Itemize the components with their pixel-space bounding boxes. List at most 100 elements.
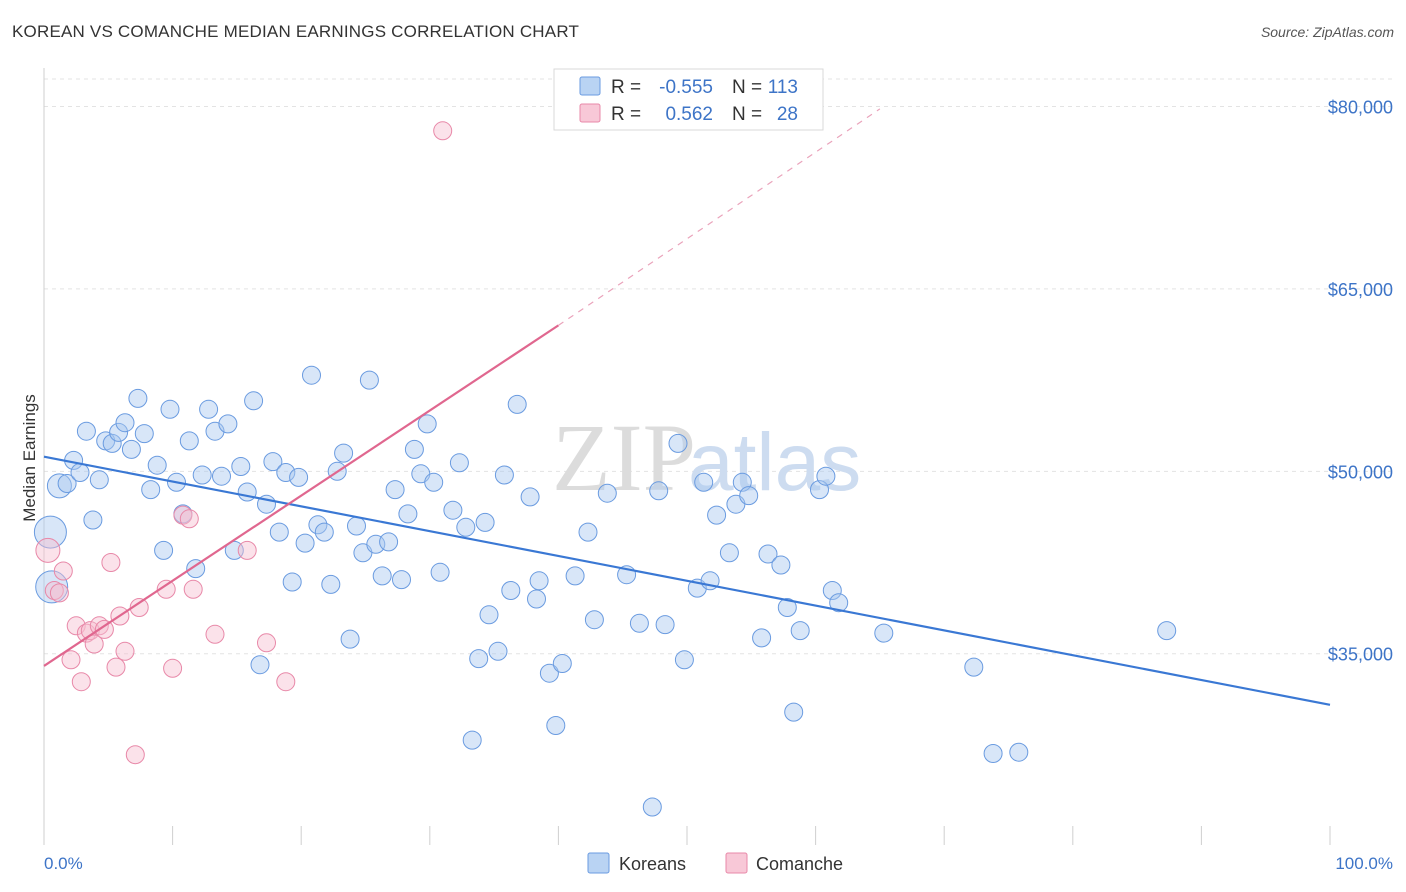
korean-point-64 (456, 517, 476, 537)
legend-n-comanche: 28 (777, 104, 798, 125)
korean-point-25 (199, 399, 219, 419)
comanche-point-22 (183, 579, 203, 599)
watermark-atlas: atlas (688, 417, 861, 508)
korean-point-97 (739, 486, 759, 506)
korean-point-12 (115, 413, 135, 433)
korean-point-23 (186, 559, 206, 579)
korean-point-78 (552, 654, 572, 673)
trend-line-koreans (43, 455, 1331, 706)
korean-point-36 (269, 522, 289, 542)
korean-point-43 (314, 522, 334, 542)
series-label-comanche: Comanche (756, 854, 843, 874)
y-tick-labels: $35,000 $50,000 $65,000 $80,000 (1328, 97, 1393, 664)
korean-point-73 (520, 487, 540, 507)
series-label-koreans: Koreans (619, 854, 686, 874)
korean-point-107 (829, 593, 849, 613)
grid-lines (44, 78, 1393, 655)
korean-point-41 (302, 365, 321, 385)
korean-point-46 (334, 443, 354, 463)
legend-r-label-comanche: R = (611, 104, 641, 125)
korean-point-94 (719, 543, 739, 563)
series-0-points (33, 365, 1177, 817)
korean-point-77 (546, 716, 566, 735)
comanche-point-6 (71, 672, 91, 692)
korean-point-18 (154, 540, 174, 560)
korean-point-44 (321, 574, 341, 594)
korean-point-101 (777, 598, 797, 617)
comanche-point-4 (61, 650, 81, 670)
korean-point-70 (494, 465, 514, 485)
trend-line-comanche (43, 324, 560, 667)
trend-line-comanche-extension (558, 108, 881, 326)
korean-point-42 (308, 515, 328, 535)
stats-legend: R = -0.555 N = 113 R = 0.562 N = 28 (553, 68, 824, 131)
korean-point-98 (752, 628, 772, 648)
korean-point-29 (224, 540, 244, 560)
x-tick-min: 0.0% (44, 854, 83, 873)
korean-point-86 (649, 481, 669, 501)
korean-point-80 (578, 522, 598, 542)
korean-point-7 (83, 510, 103, 530)
korean-point-16 (141, 480, 161, 500)
korean-point-111 (1009, 742, 1029, 762)
korean-point-52 (372, 566, 392, 586)
comanche-point-15 (115, 641, 135, 661)
korean-point-35 (263, 452, 283, 472)
korean-point-40 (295, 533, 315, 553)
legend-n-koreans: 113 (768, 77, 798, 98)
chart-source: Source: ZipAtlas.com (1260, 24, 1394, 40)
chart-title: KOREAN VS COMANCHE MEDIAN EARNINGS CORRE… (12, 22, 580, 41)
korean-point-50 (359, 370, 379, 390)
korean-point-53 (379, 532, 399, 552)
korean-point-55 (392, 570, 411, 590)
korean-point-63 (449, 453, 469, 473)
axes (43, 68, 1331, 845)
korean-point-6 (76, 421, 96, 441)
x-tick-max: 100.0% (1335, 854, 1393, 873)
korean-point-109 (964, 657, 984, 677)
korean-point-72 (507, 394, 527, 414)
korean-point-32 (244, 391, 264, 411)
korean-point-67 (475, 512, 495, 532)
legend-n-label-koreans: N = (732, 77, 762, 98)
series-legend: Koreans Comanche (587, 852, 843, 874)
korean-point-33 (250, 655, 270, 675)
legend-n-label-comanche: N = (732, 104, 762, 125)
korean-point-17 (147, 455, 167, 475)
korean-point-102 (784, 702, 804, 722)
korean-point-8 (89, 470, 109, 490)
korean-point-28 (218, 414, 238, 434)
comanche-point-0 (35, 537, 61, 563)
comanche-point-18 (156, 579, 176, 599)
comanche-point-13 (106, 657, 126, 677)
legend-r-label-koreans: R = (611, 77, 641, 98)
comanche-point-24 (237, 540, 257, 560)
korean-point-27 (212, 466, 231, 486)
korean-point-89 (674, 650, 694, 670)
korean-point-88 (668, 433, 688, 453)
y-tick-label-3: $80,000 (1328, 97, 1393, 117)
trend-lines (43, 108, 1331, 706)
korean-point-14 (128, 388, 148, 408)
comanche-point-21 (179, 509, 199, 529)
korean-point-81 (584, 610, 604, 630)
comanche-point-19 (163, 658, 183, 678)
comanche-point-27 (433, 121, 453, 141)
korean-point-61 (430, 562, 450, 582)
comanche-point-16 (125, 745, 145, 765)
korean-point-112 (1157, 621, 1177, 641)
korean-point-11 (109, 422, 129, 442)
korean-point-110 (983, 744, 1003, 763)
legend-swatch-koreans (579, 76, 601, 96)
comanche-point-10 (89, 616, 109, 636)
korean-point-82 (597, 483, 617, 503)
korean-point-56 (398, 504, 418, 524)
legend-r-comanche: 0.562 (665, 104, 713, 125)
y-tick-label-2: $65,000 (1328, 280, 1393, 300)
korean-point-76 (539, 663, 559, 683)
korean-point-93 (707, 505, 727, 525)
korean-point-48 (347, 516, 366, 536)
comanche-point-9 (84, 634, 104, 654)
y-axis-label: Median Earnings (20, 394, 39, 522)
